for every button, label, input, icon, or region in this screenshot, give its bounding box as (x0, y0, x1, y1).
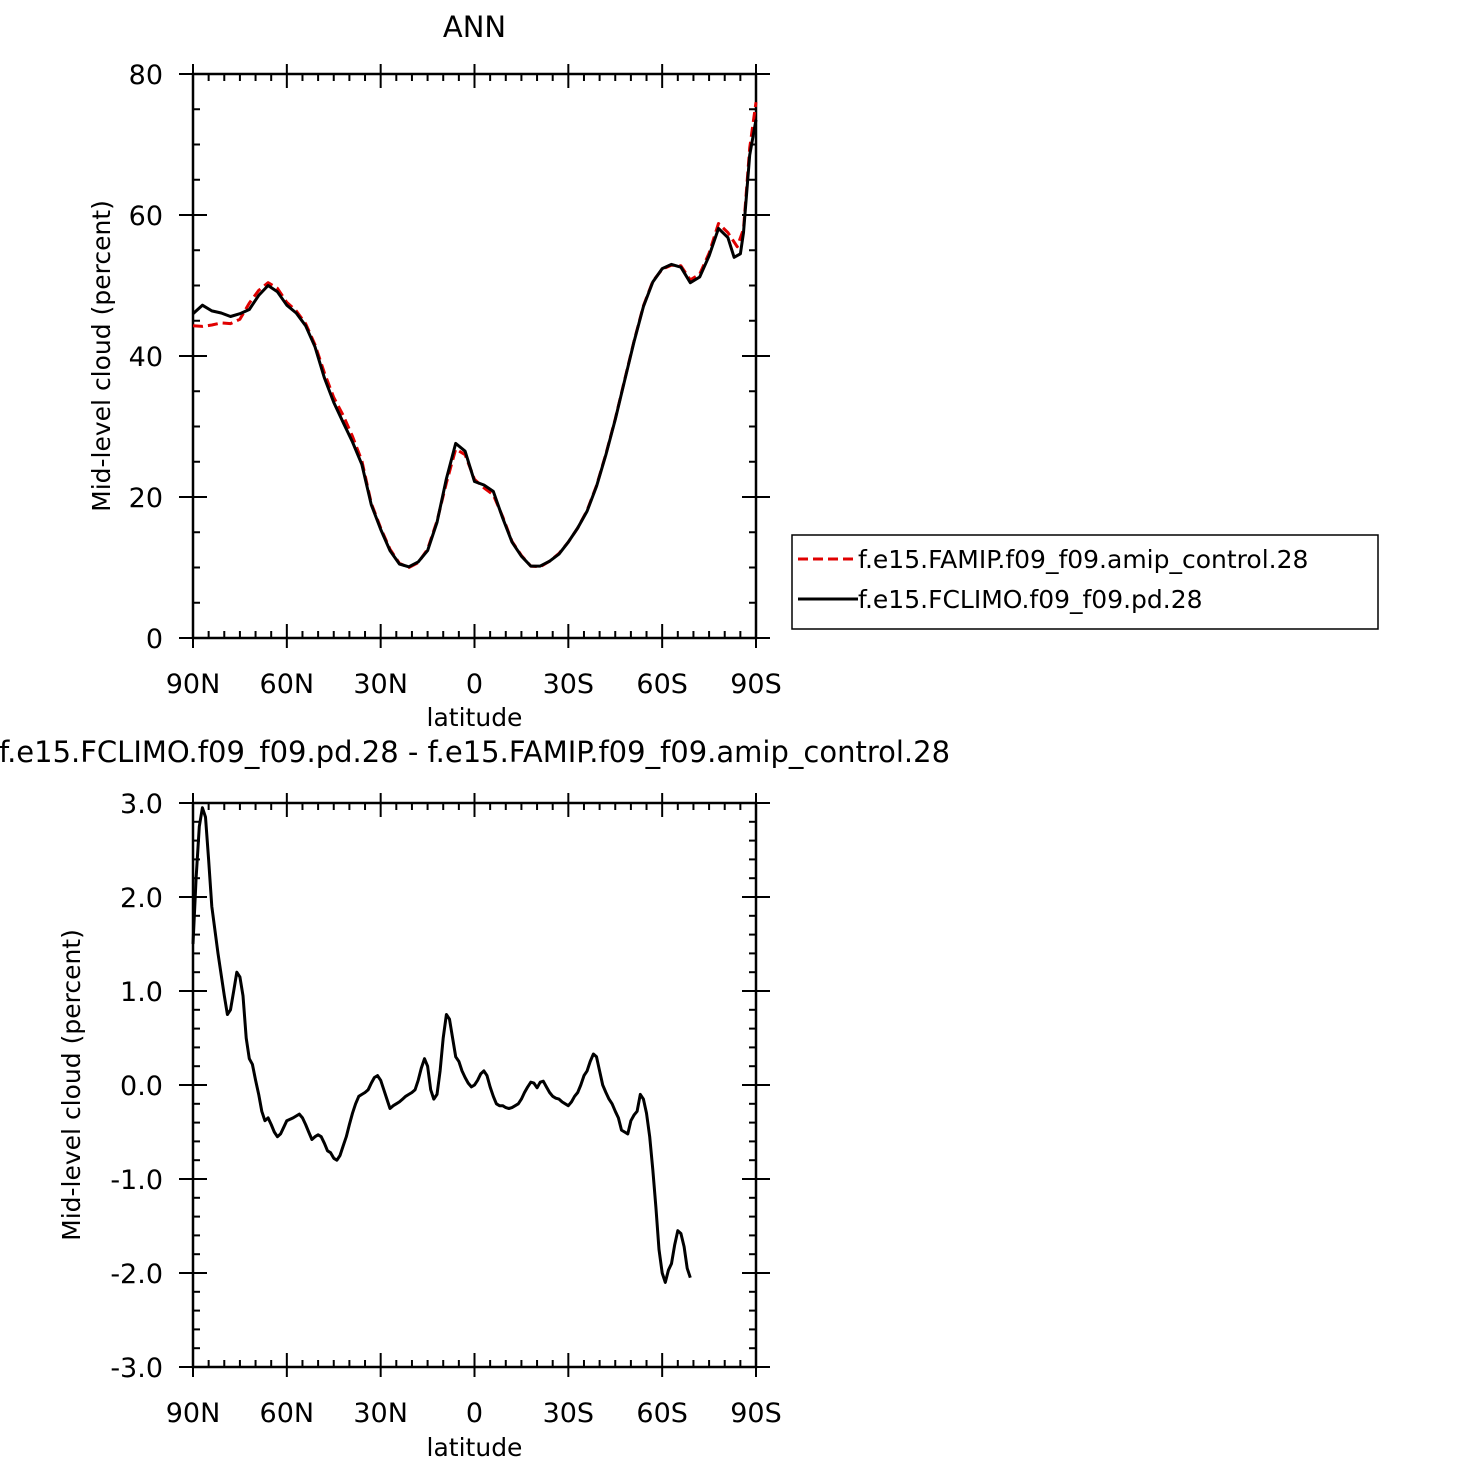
legend: f.e15.FAMIP.f09_f09.amip_control.28 f.e15… (791, 534, 1379, 630)
y-tick-label: 3.0 (120, 789, 163, 820)
x-axis: 90N 60N 30N 0 30S 60S 90S (166, 64, 782, 700)
x-tick-label: 90N (166, 1398, 221, 1429)
legend-box (791, 534, 1379, 630)
y-tick-label: 80 (129, 60, 163, 91)
chart-title: ANN (443, 10, 506, 44)
legend-label-0: f.e15.FAMIP.f09_f09.amip_control.28 (858, 545, 1308, 574)
y-tick-label: 20 (129, 483, 163, 514)
x-axis-label: latitude (427, 1433, 523, 1462)
plot-frame (191, 72, 758, 640)
x-tick-label: 60S (636, 669, 688, 700)
y-tick-label: 1.0 (120, 977, 163, 1008)
y-tick-label: 60 (129, 201, 163, 232)
panel-bottom: f.e15.FCLIMO.f09_f09.pd.28 - f.e15.FAMIP… (0, 735, 950, 1462)
x-tick-label: 30S (543, 1398, 595, 1429)
x-tick-label: 0 (466, 1398, 483, 1429)
series-line-0 (191, 806, 692, 1284)
x-tick-label: 60N (260, 1398, 315, 1429)
y-tick-label: 0.0 (120, 1071, 163, 1102)
x-tick-label: 90N (166, 669, 221, 700)
x-tick-label: 90S (730, 1398, 782, 1429)
x-tick-label: 30N (353, 1398, 408, 1429)
y-tick-label: -1.0 (110, 1165, 163, 1196)
x-axis-label: latitude (427, 703, 523, 732)
x-tick-label: 30N (353, 669, 408, 700)
y-tick-label: -2.0 (110, 1259, 163, 1290)
x-tick-label: 60N (260, 669, 315, 700)
x-axis: 90N 60N 30N 0 30S 60S 90S (166, 793, 782, 1429)
x-tick-label: 90S (730, 669, 782, 700)
legend-label-1: f.e15.FCLIMO.f09_f09.pd.28 (858, 585, 1203, 614)
y-axis: 0 20 40 60 80 (129, 60, 770, 655)
x-tick-label: 0 (466, 669, 483, 700)
y-axis-label: Mid-level cloud (percent) (87, 200, 116, 512)
series-line-0 (192, 101, 758, 569)
series-line-1 (191, 119, 758, 569)
y-tick-label: 0 (146, 624, 163, 655)
x-tick-label: 60S (636, 1398, 688, 1429)
panel-top: ANN 90N 60N 30N 0 30S 60S 90S latitude 0 20 40 60 80 M… (87, 10, 1379, 732)
y-tick-label: 2.0 (120, 883, 163, 914)
y-tick-label: 40 (129, 342, 163, 373)
x-tick-label: 30S (543, 669, 595, 700)
y-tick-label: -3.0 (110, 1353, 163, 1384)
y-axis-label: Mid-level cloud (percent) (57, 929, 86, 1241)
y-axis: -3.0 -2.0 -1.0 0.0 1.0 2.0 3.0 (110, 789, 770, 1384)
chart-title: f.e15.FCLIMO.f09_f09.pd.28 - f.e15.FAMIP… (0, 735, 950, 769)
